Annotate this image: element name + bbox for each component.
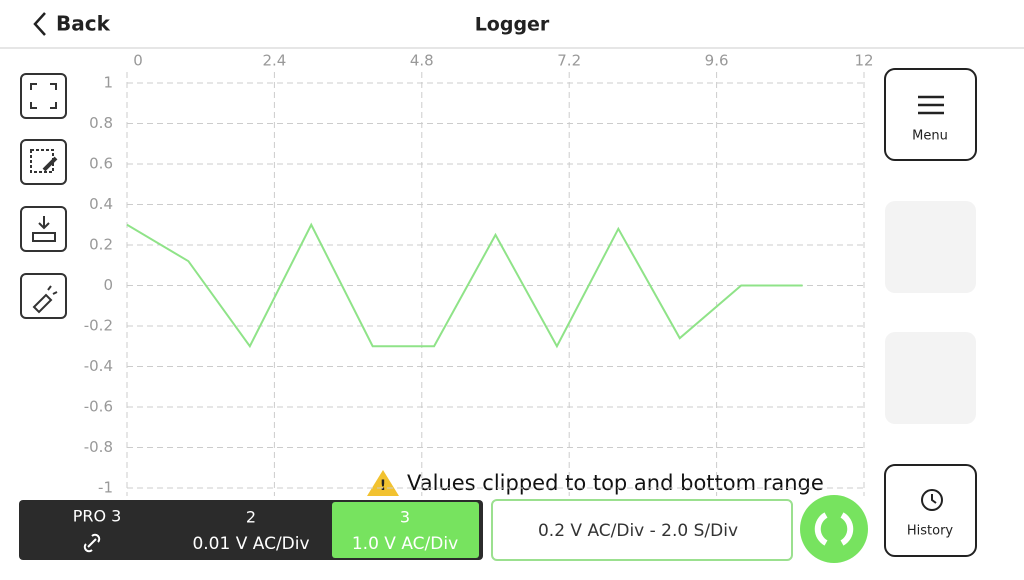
device-label: PRO 3	[73, 507, 122, 526]
channel-3[interactable]: 3 1.0 V AC/Div	[332, 502, 479, 558]
y-tick-label: -0.2	[84, 317, 113, 335]
run-button[interactable]	[800, 495, 868, 563]
back-icon	[33, 12, 46, 36]
y-tick-label: 0.6	[89, 155, 113, 173]
y-tick-label: -0.6	[84, 398, 113, 416]
fit-icon	[30, 83, 57, 109]
fit-button[interactable]	[20, 73, 67, 119]
y-tick-label: -1	[98, 479, 113, 497]
channel-selected	[332, 502, 479, 558]
page-title: Logger	[475, 14, 550, 36]
data-line	[126, 222, 803, 349]
history-hand	[931, 494, 937, 504]
pen-icon	[42, 156, 58, 172]
back-button[interactable]: Back	[33, 12, 111, 36]
y-tick-label: 0.4	[89, 195, 113, 213]
warning-text: Values clipped to top and bottom range	[407, 471, 824, 495]
empty-button	[885, 332, 976, 424]
y-tick-label: -0.8	[84, 438, 113, 456]
x-tick-label: 9.6	[705, 52, 729, 70]
y-tick-label: 0.2	[89, 236, 113, 254]
select-icon	[30, 149, 54, 173]
chart: 1 0.8 0.6 0.4 0.2 0 -0.2 -0.4 -0.6 -0.8 -1 0 2.4 4.8 7…	[84, 52, 874, 497]
save-button[interactable]	[20, 206, 67, 252]
light-button[interactable]	[20, 273, 67, 319]
warning-mark: !	[380, 478, 386, 494]
channel-2[interactable]: 2 0.01 V AC/Div	[192, 508, 309, 555]
select-button[interactable]	[20, 139, 67, 185]
menu-button[interactable]	[884, 68, 977, 161]
x-tick-label: 12	[854, 52, 873, 70]
scale-box[interactable]	[491, 499, 793, 561]
y-tick-label: -0.4	[84, 357, 113, 375]
menu-icon	[918, 95, 944, 115]
channel-scale: 0.01 V AC/Div	[192, 534, 309, 554]
download-icon	[32, 216, 56, 242]
channel-name: 2	[246, 508, 256, 527]
link-icon	[83, 533, 101, 553]
empty-button	[885, 201, 976, 293]
menu-label: Menu	[912, 129, 948, 144]
warning-icon	[367, 470, 399, 496]
scale-summary: 0.2 V AC/Div - 2.0 S/Div	[538, 521, 738, 541]
x-tick-label: 2.4	[262, 52, 286, 70]
run-icon	[814, 512, 854, 546]
y-tick-label: 0.8	[89, 114, 113, 132]
flashlight-icon	[32, 285, 58, 314]
x-tick-label: 4.8	[410, 52, 434, 70]
channel-name: 3	[400, 508, 410, 527]
history-icon	[921, 489, 943, 511]
back-label: Back	[56, 12, 111, 36]
y-tick-label: 1	[103, 74, 113, 92]
history-label: History	[907, 524, 954, 539]
channel-scale: 1.0 V AC/Div	[352, 534, 458, 554]
x-tick-label: 7.2	[557, 52, 581, 70]
x-tick-label: 0	[133, 52, 143, 70]
y-tick-label: 0	[103, 276, 113, 294]
